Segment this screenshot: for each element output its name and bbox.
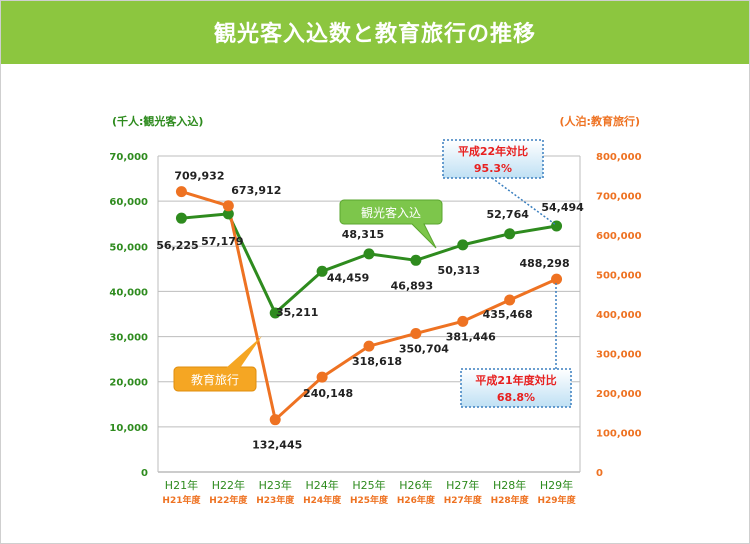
annotation-title: 平成21年度対比 [475, 373, 556, 387]
header-bar: 観光客入込数と教育旅行の推移 [1, 1, 749, 64]
data-point [504, 294, 516, 306]
data-label: 318,618 [352, 355, 402, 368]
left-tick-label: 60,000 [109, 197, 148, 208]
left-tick-label: 50,000 [109, 242, 148, 253]
data-point [316, 265, 328, 277]
data-label: 132,445 [252, 439, 302, 452]
x-tick-label: H24年 [305, 478, 338, 492]
data-labels: 56,225 57,179 35,211 44,459 48,315 46,893 50,3… [156, 170, 584, 452]
annotation-value: 95.3% [474, 162, 512, 175]
series-callout-label: 観光客入込 [361, 205, 421, 220]
data-label: 435,468 [483, 308, 533, 321]
series-points [175, 186, 563, 426]
x-tick-label: H21年 [165, 478, 198, 492]
data-point [457, 239, 469, 251]
right-tick-label: 300,000 [596, 350, 642, 361]
left-axis-label: (千人:観光客入込) [112, 114, 203, 128]
x-tick-label-secondary: H28年度 [491, 494, 530, 506]
data-label: 46,893 [391, 279, 433, 292]
data-point [363, 248, 375, 260]
x-tick-label: H23年 [259, 478, 292, 492]
data-point [457, 315, 469, 327]
data-label: 673,912 [231, 184, 281, 197]
x-tick-label-secondary: H23年度 [256, 494, 295, 506]
right-tick-label: 100,000 [596, 429, 642, 440]
x-tick-label: H29年 [540, 478, 573, 492]
data-point [551, 273, 563, 285]
right-tick-label: 400,000 [596, 310, 642, 321]
x-tick-label: H26年 [399, 478, 432, 492]
x-tick-label-secondary: H25年度 [350, 494, 389, 506]
x-tick-label-secondary: H29年度 [538, 494, 577, 506]
annotation-box [460, 368, 572, 408]
data-point [222, 200, 234, 212]
data-label: 35,211 [276, 306, 318, 319]
data-point [316, 371, 328, 383]
left-tick-label: 30,000 [109, 333, 148, 344]
right-tick-label: 500,000 [596, 271, 642, 282]
annotation-leader [491, 177, 557, 226]
data-label: 48,315 [342, 228, 384, 241]
data-point [222, 208, 234, 220]
right-tick-label: 700,000 [596, 192, 642, 203]
right-tick-label: 800,000 [596, 152, 642, 163]
data-label: 44,459 [327, 271, 369, 284]
data-point [269, 307, 281, 319]
x-tick-label: H28年 [493, 478, 526, 492]
left-tick-label: 40,000 [109, 287, 148, 298]
series-callout-shape [339, 199, 443, 249]
x-tick-label-secondary: H26年度 [397, 494, 436, 506]
data-label: 54,494 [541, 201, 584, 214]
x-tick-label-secondary: H21年度 [162, 494, 201, 506]
left-tick-label: 70,000 [109, 152, 148, 163]
x-axis-ticks: H21年 H22年 H23年 H24年 H25年 H26年 H27年 H28年 H29年 H21年… [162, 478, 576, 506]
series-callout-shape [173, 366, 257, 392]
annotation-box [442, 139, 544, 179]
right-tick-label: 600,000 [596, 231, 642, 242]
data-point [504, 228, 516, 240]
data-point [410, 327, 422, 339]
right-tick-label: 0 [596, 468, 603, 479]
series-callout-pointer [226, 336, 262, 368]
x-tick-label: H27年 [446, 478, 479, 492]
data-label: 381,446 [446, 330, 496, 343]
annotation-title: 平成22年対比 [458, 144, 528, 158]
data-point [410, 254, 422, 266]
x-tick-label-secondary: H24年度 [303, 494, 342, 506]
data-label: 52,764 [486, 208, 529, 221]
annotation-value: 68.8% [497, 391, 535, 404]
left-tick-label: 0 [141, 468, 148, 479]
x-tick-label: H22年 [212, 478, 245, 492]
left-axis-ticks: 0 10,000 20,000 30,000 40,000 50,000 60,000 70,… [109, 152, 148, 479]
data-point [363, 340, 375, 352]
data-label: 709,932 [174, 170, 224, 183]
page-title: 観光客入込数と教育旅行の推移 [213, 22, 536, 47]
data-label: 240,148 [303, 387, 353, 400]
right-axis-label: (人泊:教育旅行) [560, 114, 640, 128]
data-point [551, 220, 563, 232]
data-point [175, 212, 187, 224]
right-axis-ticks: 0 100,000 200,000 300,000 400,000 500,000 600,… [596, 152, 642, 479]
right-tick-label: 200,000 [596, 389, 642, 400]
data-label: 350,704 [399, 342, 449, 355]
data-label: 57,179 [201, 235, 243, 248]
x-tick-label-secondary: H27年度 [444, 494, 483, 506]
series-callout-label: 教育旅行 [191, 372, 239, 387]
x-tick-label-secondary: H22年度 [209, 494, 248, 506]
data-label: 56,225 [156, 239, 198, 252]
left-tick-label: 20,000 [109, 378, 148, 389]
data-point [269, 414, 281, 426]
data-point [175, 186, 187, 198]
x-tick-label: H25年 [352, 478, 385, 492]
data-label: 488,298 [520, 257, 570, 270]
data-label: 50,313 [438, 264, 480, 277]
left-tick-label: 10,000 [109, 423, 148, 434]
